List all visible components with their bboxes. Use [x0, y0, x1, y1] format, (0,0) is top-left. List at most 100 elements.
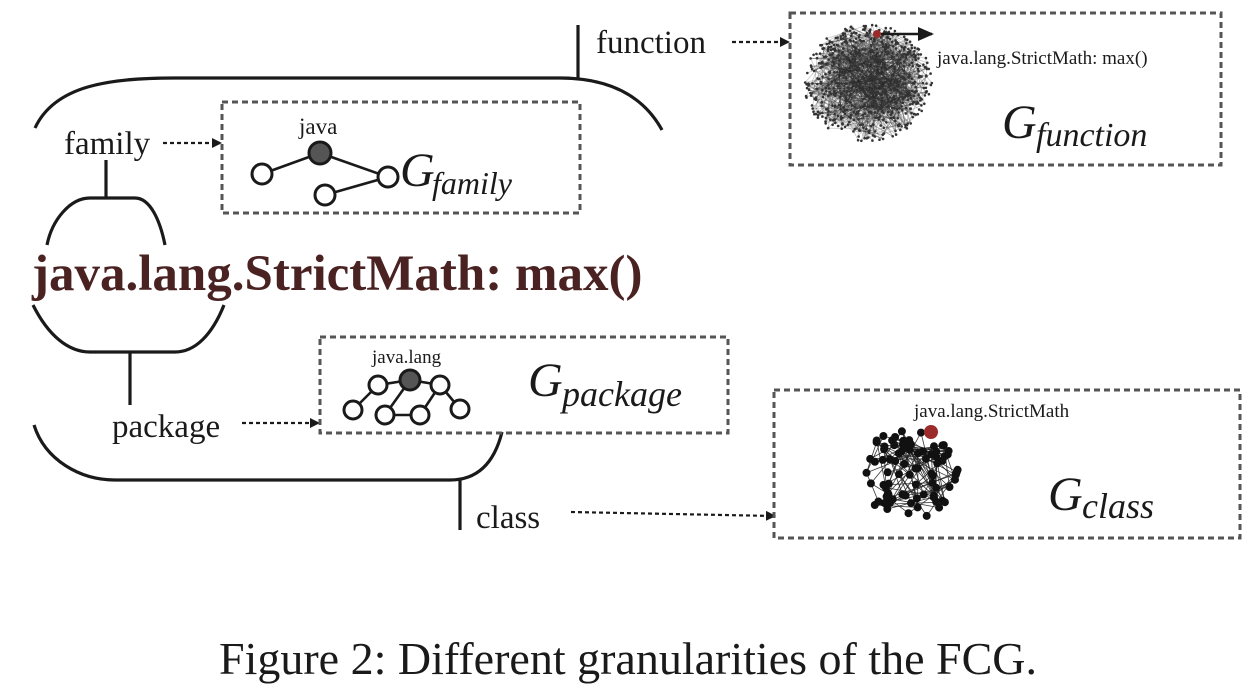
graph-edge — [832, 65, 921, 99]
graph-node — [880, 51, 884, 54]
graph-node — [827, 45, 830, 49]
graph-node — [809, 91, 812, 95]
graph-node — [856, 51, 859, 55]
graph-edge — [844, 33, 861, 126]
graph-node — [849, 64, 853, 68]
function-graph-highlight-node — [873, 30, 881, 38]
graph-node — [848, 29, 852, 33]
graph-edge — [867, 59, 883, 66]
graph-edge — [812, 105, 882, 109]
level-label-family: family — [64, 126, 151, 162]
graph-edge — [888, 62, 901, 102]
graph-edge — [898, 86, 926, 89]
graph-node — [838, 96, 842, 99]
graph-edge — [842, 35, 887, 123]
graph-node — [815, 52, 818, 56]
graph-node — [895, 40, 898, 44]
graph-edge — [837, 45, 904, 67]
graph-edge — [806, 48, 886, 98]
graph-edge — [811, 48, 878, 94]
graph-node — [835, 56, 838, 60]
graph-node — [897, 97, 901, 100]
graph-edge — [840, 69, 856, 73]
graph-node — [826, 113, 830, 116]
graph-node — [932, 483, 941, 492]
graph-node — [854, 127, 857, 131]
graph-node — [857, 75, 860, 78]
graph-node — [833, 112, 836, 116]
graph-node — [901, 82, 905, 86]
graph-node — [930, 81, 934, 85]
graph-edge — [855, 64, 867, 70]
graph-node — [895, 84, 899, 88]
graph-edge — [834, 71, 865, 93]
graph-node — [833, 78, 837, 82]
graph-edge — [828, 51, 872, 73]
graph-edge — [832, 27, 887, 121]
graph-node — [807, 83, 811, 87]
graph-edge — [813, 70, 876, 102]
graph-edge — [855, 42, 881, 80]
graph-edge — [831, 42, 926, 68]
graph-node — [924, 86, 928, 90]
graph-node — [945, 483, 954, 491]
graph-node — [805, 96, 808, 99]
family-graph-node — [250, 162, 274, 186]
package-graph-node — [342, 399, 364, 421]
graph-node — [884, 92, 888, 96]
graph-edge — [874, 41, 883, 112]
graph-node — [852, 31, 856, 34]
graph-edge — [841, 81, 898, 94]
graph-node — [848, 100, 852, 104]
graph-edge — [856, 89, 887, 123]
graph-edge — [863, 101, 890, 128]
graph-edge — [848, 30, 870, 88]
graph-edge — [839, 85, 874, 98]
graph-edge — [853, 119, 861, 126]
graph-edge — [839, 60, 905, 71]
graph-node — [817, 77, 821, 81]
graph-node — [864, 80, 867, 83]
graph-node — [836, 114, 840, 118]
graph-node — [855, 65, 859, 69]
graph-edge — [843, 91, 916, 108]
graph-node — [911, 115, 914, 119]
graph-node — [855, 88, 859, 92]
graph-node — [908, 103, 912, 106]
graph-node — [879, 36, 883, 39]
graph-node — [851, 57, 855, 61]
graph-node — [879, 432, 888, 440]
class-node-label: java.lang.StrictMath — [913, 401, 1070, 422]
graph-node — [884, 45, 887, 49]
graph-edge — [874, 34, 889, 100]
family-graph-symbol: G — [400, 144, 435, 197]
graph-node — [839, 107, 842, 111]
graph-node — [881, 76, 884, 80]
graph-edge — [850, 55, 912, 67]
graph-edge — [842, 52, 874, 108]
graph-edge — [898, 473, 912, 504]
graph-node — [915, 102, 918, 106]
graph-edge — [829, 54, 915, 115]
function-graph-panel: java.lang.StrictMath: max() G function — [788, 11, 1223, 167]
graph-edge — [846, 58, 893, 76]
graph-edge — [855, 38, 897, 135]
graph-node — [899, 91, 902, 95]
graph-node — [916, 112, 920, 116]
family-graph-node — [376, 165, 400, 189]
graph-node — [867, 105, 871, 109]
package-graph-node — [449, 398, 471, 420]
graph-node — [877, 118, 880, 121]
package-graph-symbol: G — [528, 354, 563, 407]
graph-edge — [837, 86, 851, 103]
graph-node — [933, 459, 942, 468]
graph-node — [872, 78, 876, 82]
graph-node — [833, 105, 837, 108]
graph-edge — [827, 91, 835, 129]
graph-node — [881, 137, 885, 141]
graph-edge — [866, 116, 913, 139]
graph-node — [897, 111, 900, 114]
graph-node — [841, 42, 844, 45]
graph-node — [893, 65, 896, 69]
graph-edge — [893, 105, 922, 119]
